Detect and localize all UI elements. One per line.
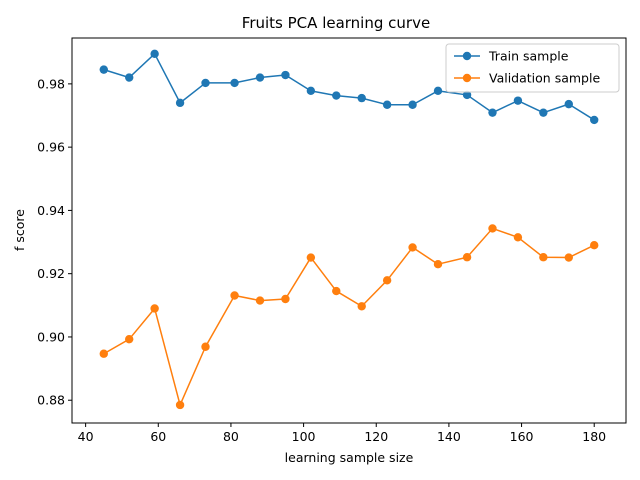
data-point [332, 286, 341, 296]
y-axis-label: f score [12, 209, 27, 251]
data-point [332, 91, 341, 100]
data-point [99, 349, 108, 358]
data-point [488, 108, 497, 117]
y-tick-label: 0.90 [37, 329, 65, 344]
data-point [357, 302, 366, 311]
legend-entry: Train sample [488, 49, 569, 64]
x-tick-label: 40 [78, 429, 94, 444]
series-line [103, 53, 595, 121]
x-axis-label: learning sample size [285, 450, 414, 465]
data-point [175, 98, 185, 108]
data-point [433, 86, 443, 96]
data-point [150, 49, 159, 59]
data-point [462, 253, 472, 262]
data-point [201, 78, 210, 88]
data-point [357, 93, 366, 103]
y-tick-label: 0.88 [37, 393, 65, 408]
legend-marker [462, 73, 472, 83]
x-tick-label: 120 [364, 429, 388, 444]
legend: Train sample Validation sample [445, 43, 620, 93]
x-tick-label: 160 [510, 429, 534, 444]
series-validation [99, 224, 599, 410]
data-point [488, 224, 497, 233]
data-point [513, 96, 523, 105]
series-train [99, 49, 599, 125]
data-point [564, 99, 573, 109]
data-point [201, 342, 210, 351]
x-tick-label: 60 [150, 429, 166, 444]
y-tick-label: 0.96 [37, 140, 65, 155]
data-point [408, 243, 417, 252]
data-point [564, 253, 573, 262]
chart-title: Fruits PCA learning curve [242, 14, 430, 32]
data-point [382, 276, 392, 285]
series-line [103, 227, 595, 406]
x-tick-label: 180 [582, 429, 606, 444]
legend-marker [462, 51, 472, 61]
data-point [230, 78, 239, 88]
data-point [433, 259, 443, 269]
data-point [590, 241, 599, 250]
data-point [306, 86, 316, 96]
data-point [125, 334, 134, 344]
data-point [99, 65, 108, 74]
data-point [539, 253, 548, 262]
data-point [175, 400, 185, 410]
x-tick-label: 100 [292, 429, 316, 444]
plot-frame [71, 37, 627, 424]
data-point [306, 253, 316, 262]
data-point [150, 304, 159, 313]
data-point [255, 296, 265, 305]
x-tick-label: 80 [223, 429, 239, 444]
x-tick-label: 140 [437, 429, 461, 444]
legend-entry: Validation sample [489, 71, 600, 86]
series-layer [99, 49, 599, 410]
data-point [281, 70, 290, 80]
data-point [513, 233, 523, 242]
data-point [408, 100, 417, 109]
data-point [539, 108, 548, 117]
data-point [125, 73, 134, 82]
y-tick-label: 0.92 [37, 266, 65, 281]
data-point [590, 115, 599, 125]
y-tick-label: 0.98 [37, 76, 65, 91]
y-tick-label: 0.94 [37, 203, 65, 218]
data-point [255, 73, 265, 82]
data-point [281, 294, 290, 304]
data-point [462, 90, 472, 100]
axes: 40 60 80 100 120 140 160 180 0.88 0.90 0.92 0.94 0.9… [37, 76, 606, 444]
data-point [230, 291, 239, 300]
legend-box [445, 43, 620, 93]
data-point [382, 100, 392, 109]
